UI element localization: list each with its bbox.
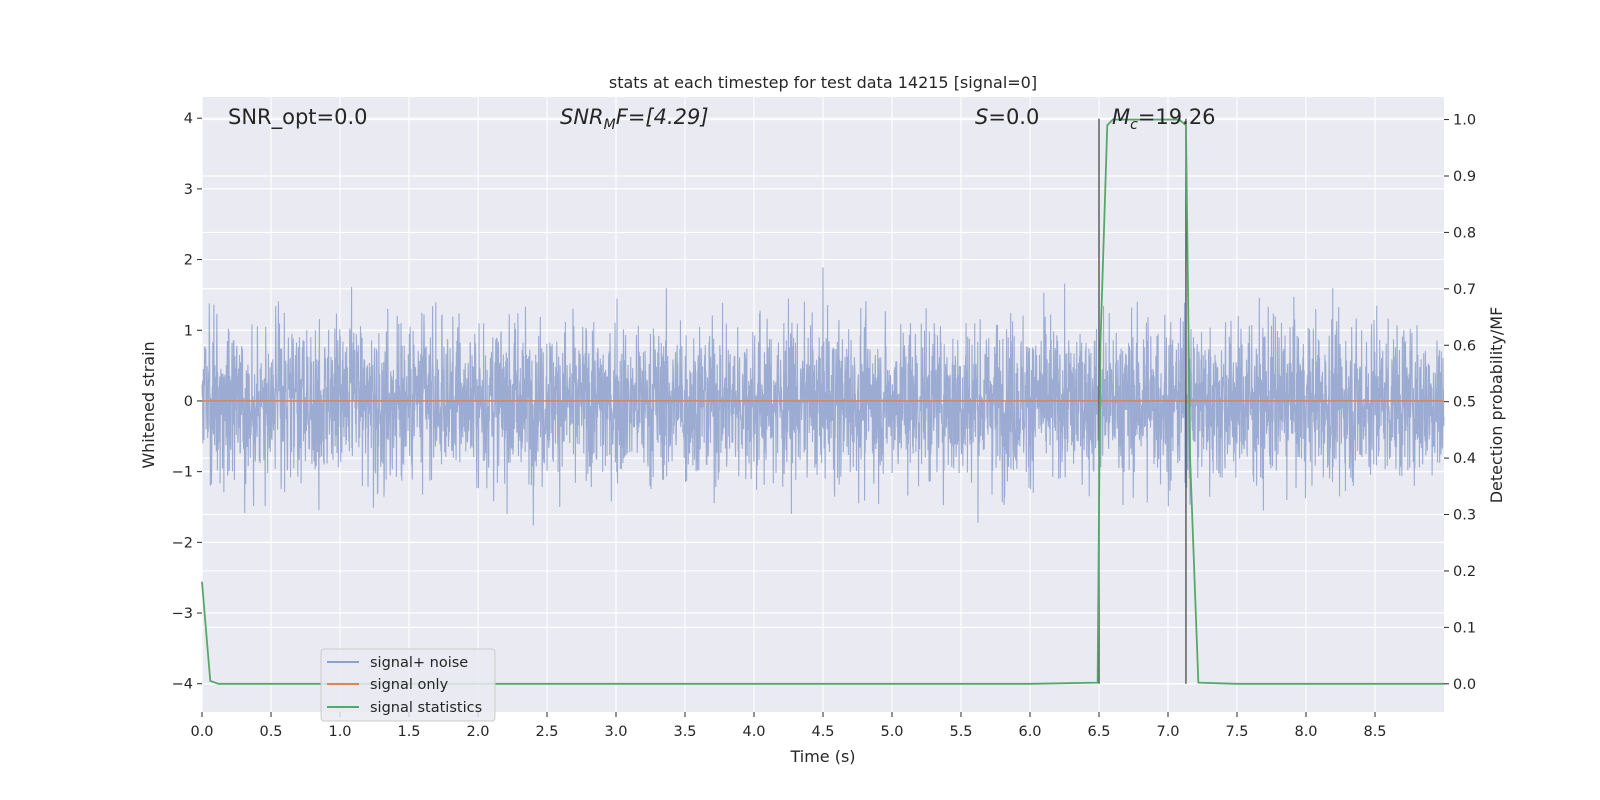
x-tick-label: 7.0 xyxy=(1156,724,1179,740)
annotation-snr-mf-rest: F=[4.29] xyxy=(616,105,709,129)
chart-title: stats at each timestep for test data 142… xyxy=(609,73,1037,92)
y-right-tick-label: 0.4 xyxy=(1453,451,1476,467)
y-right-tick-label: 1.0 xyxy=(1453,113,1476,129)
annotation-mc: Mc=19.26 xyxy=(1112,105,1216,133)
x-tick-label: 2.0 xyxy=(466,724,489,740)
annotation-snr-mf-main: SNR xyxy=(560,105,604,129)
annotation-mc-sub: c xyxy=(1130,117,1138,133)
signal-statistics-point xyxy=(1112,118,1114,121)
legend-box xyxy=(320,648,496,722)
signal-statistics-point xyxy=(1374,682,1376,685)
signal-statistics-point xyxy=(1029,682,1031,685)
annotation-snr-opt: SNR_opt=0.0 xyxy=(228,105,368,130)
x-axis-label: Time (s) xyxy=(789,747,855,766)
signal-statistics-point xyxy=(217,682,220,685)
legend-label-signal-noise: signal+ noise xyxy=(370,655,468,671)
x-tick-label: 7.5 xyxy=(1225,724,1248,740)
signal-statistics-point xyxy=(615,682,617,685)
signal-statistics-point xyxy=(1099,344,1102,347)
legend-label-signal-statistics: signal statistics xyxy=(370,700,482,716)
y-right-tick-label: 0.5 xyxy=(1453,395,1476,411)
x-tick-label: 1.5 xyxy=(397,724,420,740)
legend-label-signal-only: signal only xyxy=(370,677,449,693)
annotation-s-var: S xyxy=(975,105,988,129)
signal-statistics-point xyxy=(1096,681,1099,684)
x-tick-label: 8.5 xyxy=(1363,724,1386,740)
y-left-tick-label: 4 xyxy=(184,111,193,127)
signal-statistics-point xyxy=(891,682,893,685)
annotation-mc-value: =19.26 xyxy=(1138,105,1216,129)
signal-noise-line xyxy=(201,267,1445,526)
axis-ticks: 0.0 0.5 1.0 1.5 2.0 2.5 3.0 3.5 4.0 4.5 5.0 5.5 6.0 6… xyxy=(172,111,1476,740)
x-tick-label: 3.5 xyxy=(673,724,696,740)
signal-statistics-point xyxy=(1139,118,1142,121)
y-right-tick-label: 0.6 xyxy=(1453,338,1476,354)
x-tick-label: 3.0 xyxy=(604,724,627,740)
signal-noise-series xyxy=(201,267,1445,526)
annotation-snr-mf: SNRMF=[4.29] xyxy=(560,105,709,133)
x-tick-label: 6.5 xyxy=(1087,724,1110,740)
signal-statistics-point xyxy=(1106,124,1109,127)
signal-statistics-point xyxy=(1185,124,1187,127)
x-tick-label: 1.0 xyxy=(328,724,351,740)
x-tick-label: 8.0 xyxy=(1294,724,1317,740)
y-right-tick-label: 0.3 xyxy=(1453,508,1476,524)
annotation-mc-var: M xyxy=(1112,105,1130,129)
y-left-tick-label: 0 xyxy=(184,394,193,410)
x-tick-label: 4.0 xyxy=(742,724,765,740)
y-left-tick-label: 2 xyxy=(184,253,193,269)
x-tick-label: 6.0 xyxy=(1018,724,1041,740)
y-left-tick-label: −3 xyxy=(172,606,193,622)
signal-statistics-point xyxy=(1305,682,1307,685)
signal-statistics-point xyxy=(209,680,212,682)
x-tick-label: 5.5 xyxy=(949,724,972,740)
y-left-tick-label: −4 xyxy=(172,677,193,693)
signal-statistics-point xyxy=(1189,457,1191,459)
signal-statistics-point xyxy=(201,581,203,584)
annotation-s-value: =0.0 xyxy=(988,105,1039,129)
annotation-s: S=0.0 xyxy=(975,105,1039,129)
signal-statistics-point xyxy=(753,682,755,685)
signal-statistics-point xyxy=(1197,681,1200,684)
y-axis-right-label: Detection probability/MF xyxy=(1487,307,1506,504)
y-left-tick-label: −2 xyxy=(172,535,193,551)
y-right-tick-label: 0.0 xyxy=(1453,677,1476,693)
y-left-tick-label: −1 xyxy=(172,465,193,481)
x-tick-label: 0.0 xyxy=(190,724,213,740)
y-right-tick-label: 0.7 xyxy=(1453,282,1476,298)
annotation-snr-mf-sub: M xyxy=(604,117,616,133)
y-right-tick-label: 0.9 xyxy=(1453,169,1476,185)
x-tick-label: 2.5 xyxy=(535,724,558,740)
legend: signal+ noise signal only signal statist… xyxy=(320,648,496,722)
signal-statistics-point xyxy=(1236,682,1238,685)
y-right-tick-label: 0.1 xyxy=(1453,620,1476,636)
y-left-tick-label: 3 xyxy=(184,182,193,198)
x-tick-label: 5.0 xyxy=(880,724,903,740)
x-tick-label: 0.5 xyxy=(259,724,282,740)
y-axis-left-label: Whitened strain xyxy=(139,341,158,468)
y-left-tick-label: 1 xyxy=(184,323,193,339)
y-right-tick-label: 0.8 xyxy=(1453,225,1476,241)
x-tick-label: 4.5 xyxy=(811,724,834,740)
signal-statistics-point xyxy=(1178,118,1180,121)
y-right-tick-label: 0.2 xyxy=(1453,564,1476,580)
signal-statistics-point xyxy=(1167,118,1169,121)
